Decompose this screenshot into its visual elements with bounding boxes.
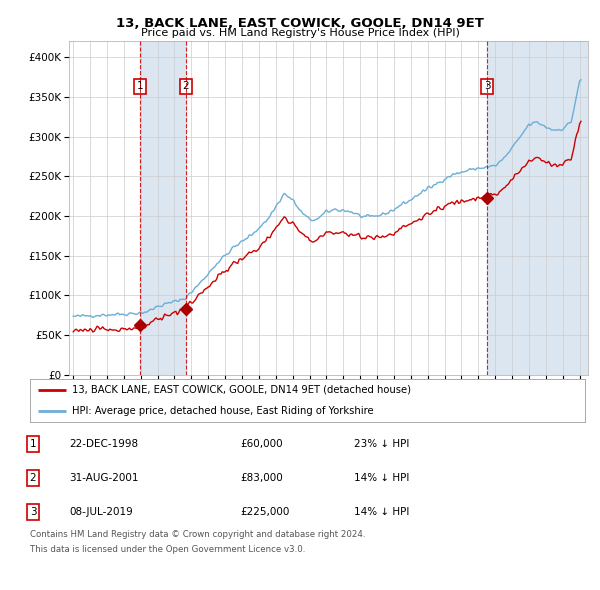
Text: 1: 1 [29, 439, 37, 448]
Text: 31-AUG-2001: 31-AUG-2001 [69, 473, 139, 483]
Text: 22-DEC-1998: 22-DEC-1998 [69, 439, 138, 448]
Text: 14% ↓ HPI: 14% ↓ HPI [354, 473, 409, 483]
Text: 3: 3 [29, 507, 37, 517]
Text: 13, BACK LANE, EAST COWICK, GOOLE, DN14 9ET: 13, BACK LANE, EAST COWICK, GOOLE, DN14 … [116, 17, 484, 30]
Text: This data is licensed under the Open Government Licence v3.0.: This data is licensed under the Open Gov… [30, 545, 305, 554]
Text: 1: 1 [137, 81, 143, 91]
Bar [487, 41, 588, 375]
Text: 2: 2 [29, 473, 37, 483]
Text: 3: 3 [484, 81, 490, 91]
Text: 23% ↓ HPI: 23% ↓ HPI [354, 439, 409, 448]
Text: HPI: Average price, detached house, East Riding of Yorkshire: HPI: Average price, detached house, East… [71, 407, 373, 416]
Text: Contains HM Land Registry data © Crown copyright and database right 2024.: Contains HM Land Registry data © Crown c… [30, 530, 365, 539]
Bar [140, 41, 185, 375]
Text: 2: 2 [182, 81, 189, 91]
Text: 14% ↓ HPI: 14% ↓ HPI [354, 507, 409, 517]
Text: £60,000: £60,000 [240, 439, 283, 448]
Text: 08-JUL-2019: 08-JUL-2019 [69, 507, 133, 517]
Text: 13, BACK LANE, EAST COWICK, GOOLE, DN14 9ET (detached house): 13, BACK LANE, EAST COWICK, GOOLE, DN14 … [71, 385, 410, 395]
Text: £225,000: £225,000 [240, 507, 289, 517]
Text: £83,000: £83,000 [240, 473, 283, 483]
Text: Price paid vs. HM Land Registry's House Price Index (HPI): Price paid vs. HM Land Registry's House … [140, 28, 460, 38]
